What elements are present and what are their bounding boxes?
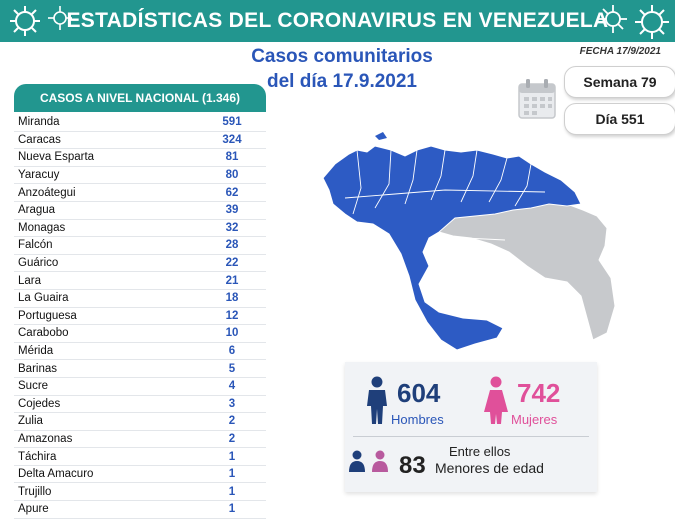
men-count: 604 <box>397 378 441 408</box>
case-count: 2 <box>228 415 236 428</box>
state-name: Cojedes <box>18 397 61 410</box>
table-row: Monagas 32 <box>14 220 266 238</box>
table-row: Sucre 4 <box>14 378 266 396</box>
map-blue-region <box>322 145 582 351</box>
case-count: 62 <box>225 186 239 199</box>
table-row: Anzoátegui 62 <box>14 184 266 202</box>
headline: Casos comunitarios del día 17.9.2021 <box>232 44 452 94</box>
table-row: Trujillo 1 <box>14 483 266 502</box>
week-counter: Semana 79 <box>564 66 675 98</box>
state-name: Barinas <box>18 362 57 375</box>
table-row: Miranda 591 <box>14 114 266 132</box>
report-date: FECHA 17/9/2021 <box>579 46 661 57</box>
table-row: Zulia 2 <box>14 413 266 431</box>
state-name: Sucre <box>18 380 49 393</box>
man-icon <box>367 376 387 424</box>
headline-line-2: del día 17.9.2021 <box>267 71 417 92</box>
state-name: Apure <box>18 503 49 516</box>
table-row: Aragua 39 <box>14 202 266 220</box>
table-row: La Guaira 18 <box>14 290 266 308</box>
state-name: Táchira <box>18 450 57 463</box>
table-row: Falcón 28 <box>14 237 266 255</box>
case-count: 1 <box>228 503 236 516</box>
virus-icon <box>48 6 72 30</box>
case-count: 5 <box>228 362 236 375</box>
state-name: Nueva Esparta <box>18 151 95 164</box>
state-name: Caracas <box>18 133 61 146</box>
case-count: 28 <box>225 239 239 252</box>
table-row: Cojedes 3 <box>14 396 266 414</box>
state-name: Miranda <box>18 116 60 129</box>
case-count: 12 <box>225 309 239 322</box>
state-name: Monagas <box>18 221 66 234</box>
case-count: 324 <box>222 133 242 146</box>
case-count: 81 <box>225 151 239 164</box>
table-row: Apure 1 <box>14 501 266 519</box>
table-row: Guárico 22 <box>14 255 266 273</box>
minors-count: 83 <box>399 452 426 479</box>
case-count: 6 <box>228 345 236 358</box>
case-count: 1 <box>228 468 236 481</box>
women-label: Mujeres <box>511 412 558 427</box>
case-count: 591 <box>222 116 242 129</box>
virus-icon <box>599 5 627 33</box>
table-row: Lara 21 <box>14 272 266 290</box>
page-title: ESTADÍSTICAS DEL CORONAVIRUS EN VENEZUEL… <box>66 9 609 32</box>
case-count: 32 <box>225 221 239 234</box>
case-count: 1 <box>228 485 236 498</box>
state-name: Trujillo <box>18 485 52 498</box>
day-counter: Día 551 <box>564 103 675 135</box>
state-name: La Guaira <box>18 292 69 305</box>
state-name: Carabobo <box>18 327 69 340</box>
table-row: Nueva Esparta 81 <box>14 149 266 167</box>
table-row: Delta Amacuro 1 <box>14 466 266 484</box>
children-icon <box>349 450 388 472</box>
case-count: 4 <box>228 380 236 393</box>
state-name: Aragua <box>18 204 56 217</box>
state-name: Delta Amacuro <box>18 468 94 481</box>
men-label: Hombres <box>391 412 444 427</box>
table-row: Portuguesa 12 <box>14 308 266 326</box>
table-row: Caracas 324 <box>14 132 266 150</box>
table-row: Carabobo 10 <box>14 325 266 343</box>
header-banner: ESTADÍSTICAS DEL CORONAVIRUS EN VENEZUEL… <box>0 0 675 42</box>
virus-icon <box>635 5 669 39</box>
case-count: 22 <box>225 257 239 270</box>
state-name: Portuguesa <box>18 309 77 322</box>
case-count: 21 <box>225 274 239 287</box>
table-title: CASOS A NIVEL NACIONAL (1.346) <box>14 84 266 112</box>
table-row: Táchira 1 <box>14 448 266 466</box>
map-island <box>375 132 387 140</box>
table-row: Yaracuy 80 <box>14 167 266 185</box>
case-count: 18 <box>225 292 239 305</box>
cases-table: Miranda 591 Caracas 324 Nueva Esparta 81 Yarac… <box>14 114 266 519</box>
case-count: 39 <box>225 204 239 217</box>
state-name: Amazonas <box>18 432 73 445</box>
state-name: Lara <box>18 274 42 287</box>
state-name: Guárico <box>18 257 59 270</box>
case-count: 1 <box>228 450 236 463</box>
state-name: Yaracuy <box>18 169 60 182</box>
state-name: Zulia <box>18 415 43 428</box>
woman-icon <box>484 376 508 424</box>
case-count: 2 <box>228 432 236 445</box>
state-name: Anzoátegui <box>18 186 76 199</box>
state-name: Mérida <box>18 345 54 358</box>
divider <box>353 436 589 437</box>
calendar-icon <box>518 79 556 119</box>
demographics-panel: 604 Hombres 742 Mujeres Entre ellos 83 M… <box>345 362 597 492</box>
table-row: Mérida 6 <box>14 343 266 361</box>
minors-label: Menores de edad <box>435 460 544 476</box>
virus-icon <box>10 6 40 36</box>
women-count: 742 <box>517 378 561 408</box>
state-name: Falcón <box>18 239 53 252</box>
case-count: 10 <box>225 327 239 340</box>
venezuela-map <box>322 132 616 351</box>
table-row: Amazonas 2 <box>14 431 266 449</box>
table-row: Barinas 5 <box>14 360 266 378</box>
headline-line-1: Casos comunitarios <box>251 46 433 67</box>
minors-intro: Entre ellos <box>449 444 511 459</box>
case-count: 3 <box>228 397 236 410</box>
case-count: 80 <box>225 169 239 182</box>
